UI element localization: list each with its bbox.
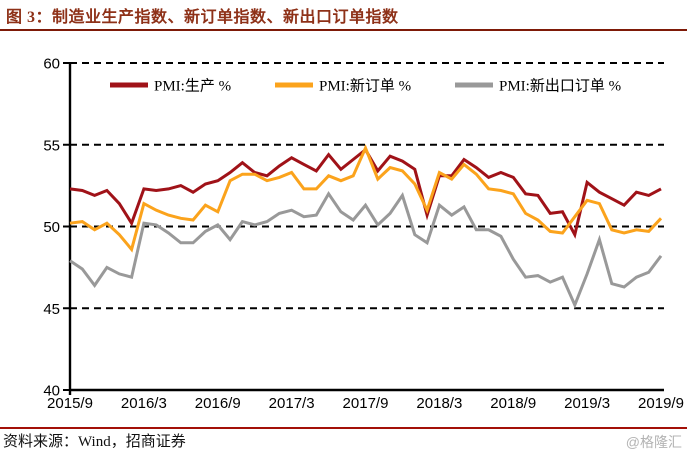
y-tick-label: 55 — [43, 137, 60, 154]
y-tick-label: 45 — [43, 301, 60, 318]
legend-label-production: PMI:生产 % — [154, 78, 231, 95]
title-divider — [0, 29, 687, 31]
x-tick-label: 2017/3 — [269, 395, 315, 412]
x-tick-label: 2016/3 — [121, 395, 167, 412]
x-tick-label: 2016/9 — [195, 395, 241, 412]
x-tick-label: 2019/3 — [564, 395, 610, 412]
x-tick-label: 2018/3 — [416, 395, 462, 412]
series-line-new_export_orders — [69, 190, 663, 309]
legend-label-new_export_orders: PMI:新出口订单 % — [499, 78, 621, 95]
x-tick-label: 2015/9 — [47, 395, 93, 412]
x-tick-label: 2018/9 — [490, 395, 536, 412]
x-tick-label: 2017/9 — [343, 395, 389, 412]
series-line-new_orders — [69, 144, 663, 253]
figure-title: 图 3：制造业生产指数、新订单指数、新出口订单指数 — [6, 9, 399, 26]
footer-divider — [0, 427, 687, 429]
source-note: 资料来源：Wind，招商证券 — [3, 434, 186, 450]
pmi-line-chart: 40 45 50 55 60 2015/9 2016/3 2016/9 2017/3 2017/9… — [43, 56, 684, 413]
legend-label-new_orders: PMI:新订单 % — [319, 78, 411, 95]
y-tick-label: 60 — [43, 56, 60, 73]
x-tick-label: 2019/9 — [638, 395, 684, 412]
watermark-gelonghui: @格隆汇 — [625, 434, 682, 450]
y-tick-label: 40 — [43, 383, 60, 400]
y-tick-label: 50 — [43, 219, 60, 236]
